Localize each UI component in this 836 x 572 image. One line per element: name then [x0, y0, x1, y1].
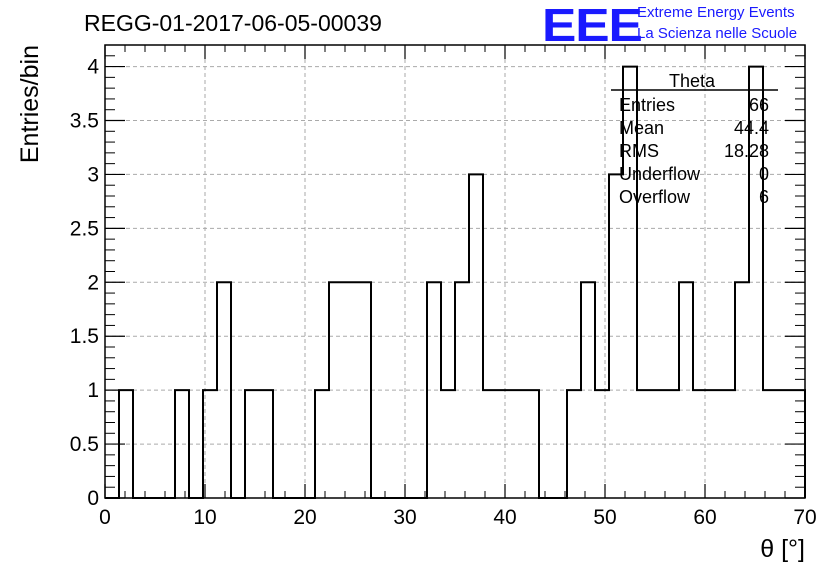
y-tick-label: 0.5: [70, 433, 99, 456]
y-tick-label: 1.5: [70, 325, 99, 348]
stats-label: Overflow: [619, 187, 691, 207]
stats-value: 0: [759, 164, 769, 184]
grid-layer: [105, 45, 805, 498]
stats-box: Theta Entries 66 Mean 44.4 RMS 18.28 Underflow…: [611, 71, 778, 207]
x-tick-label: 60: [693, 506, 716, 529]
plot-frame: [104, 44, 806, 499]
stats-label: Underflow: [619, 164, 701, 184]
y-tick-labels: 0 0.5 1 1.5 2 2.5 3 3.5 4: [70, 56, 100, 510]
x-axis-title: θ [°]: [760, 535, 805, 563]
histogram-outline: [105, 65, 806, 499]
x-tick-label: 0: [99, 506, 111, 529]
stats-label: Entries: [619, 95, 675, 115]
x-tick-label: 40: [493, 506, 516, 529]
stats-value: 66: [749, 95, 769, 115]
logo-text-line1: Extreme Energy Events: [637, 4, 795, 21]
x-tick-labels: 0 10 20 30 40 50 60 70: [99, 506, 817, 529]
y-tick-label: 3.5: [70, 110, 99, 133]
logo-text-line2: La Scienza nelle Scuole: [637, 25, 798, 42]
y-tick-label: 1: [87, 379, 99, 402]
y-tick-label: 4: [87, 56, 99, 79]
y-tick-label: 2: [87, 271, 99, 294]
y-tick-label: 0: [87, 487, 99, 510]
stats-rows: Entries 66 Mean 44.4 RMS 18.28 Underflow 0 Overf…: [619, 95, 769, 207]
y-tick-label: 3: [87, 163, 99, 186]
stats-title: Theta: [669, 71, 716, 91]
x-tick-label: 30: [393, 506, 416, 529]
stats-label: RMS: [619, 141, 659, 161]
chart-title: REGG-01-2017-06-05-00039: [84, 10, 382, 36]
x-tick-label: 70: [793, 506, 816, 529]
stats-value: 6: [759, 187, 769, 207]
stats-value: 18.28: [724, 141, 769, 161]
x-tick-label: 50: [593, 506, 616, 529]
x-tick-label: 20: [293, 506, 316, 529]
stats-value: 44.4: [734, 118, 769, 138]
axis-ticks: [104, 45, 806, 499]
y-axis-title: Entries/bin: [16, 45, 44, 163]
x-tick-label: 10: [193, 506, 216, 529]
logo-mark: EEE: [542, 0, 643, 51]
stats-label: Mean: [619, 118, 664, 138]
y-tick-label: 2.5: [70, 217, 99, 240]
